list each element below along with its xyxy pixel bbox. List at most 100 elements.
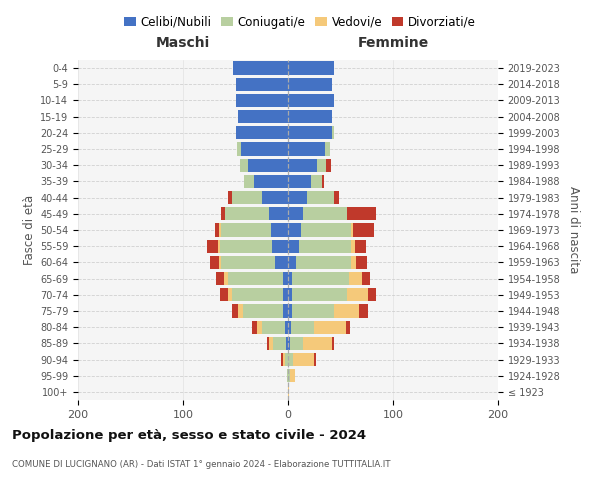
Bar [332,126,334,140]
Bar [221,224,271,236]
Bar [235,126,288,140]
Bar [301,224,351,236]
Bar [283,304,288,318]
Bar [285,353,288,366]
Legend: Celibi/Nubili, Coniugati/e, Vedovi/e, Divorziati/e: Celibi/Nubili, Coniugati/e, Vedovi/e, Di… [119,11,481,34]
Bar [257,320,262,334]
Bar [271,224,288,236]
Bar [288,240,299,253]
Bar [355,240,366,253]
Bar [303,336,332,350]
Bar [288,207,303,220]
Bar [288,336,290,350]
Text: Femmine: Femmine [358,36,428,50]
Bar [299,240,351,253]
Bar [288,369,290,382]
Bar [285,320,288,334]
Bar [244,175,254,188]
Bar [218,240,220,253]
Bar [351,224,353,236]
Bar [207,240,218,253]
Bar [325,142,330,156]
Bar [241,142,288,156]
Text: Popolazione per età, sesso e stato civile - 2024: Popolazione per età, sesso e stato civil… [12,430,366,442]
Bar [269,207,288,220]
Bar [275,256,288,269]
Text: Maschi: Maschi [156,36,210,50]
Bar [215,272,224,285]
Bar [288,94,334,107]
Bar [224,272,228,285]
Bar [332,336,334,350]
Bar [288,288,292,302]
Bar [349,272,362,285]
Bar [273,336,286,350]
Bar [288,304,292,318]
Bar [267,336,269,350]
Bar [232,288,283,302]
Bar [283,272,288,285]
Bar [291,320,314,334]
Bar [288,142,325,156]
Bar [351,256,356,269]
Bar [238,110,288,124]
Bar [292,288,347,302]
Bar [293,353,314,366]
Bar [359,304,368,318]
Bar [218,224,221,236]
Bar [254,175,288,188]
Bar [236,142,241,156]
Bar [361,272,370,285]
Bar [228,272,283,285]
Bar [215,224,218,236]
Bar [283,288,288,302]
Bar [322,175,324,188]
Bar [347,207,376,220]
Bar [288,110,332,124]
Bar [351,240,355,253]
Bar [353,224,374,236]
Bar [356,256,367,269]
Bar [317,158,326,172]
Bar [292,272,349,285]
Bar [228,191,232,204]
Bar [326,158,331,172]
Bar [225,207,269,220]
Bar [288,62,334,74]
Bar [218,256,221,269]
Bar [232,304,238,318]
Bar [233,62,288,74]
Bar [314,353,316,366]
Bar [288,272,292,285]
Bar [262,320,285,334]
Bar [288,126,332,140]
Bar [253,320,257,334]
Bar [210,256,218,269]
Y-axis label: Anni di nascita: Anni di nascita [567,186,580,274]
Bar [220,288,228,302]
Bar [235,78,288,91]
Bar [288,256,296,269]
Bar [220,240,272,253]
Bar [262,191,288,204]
Bar [334,191,340,204]
Bar [243,304,283,318]
Bar [232,191,262,204]
Bar [311,175,322,188]
Bar [272,240,288,253]
Bar [296,256,351,269]
Bar [248,158,288,172]
Bar [221,256,275,269]
Bar [240,158,248,172]
Bar [288,386,289,398]
Bar [228,288,232,302]
Bar [269,336,274,350]
Bar [307,191,334,204]
Bar [346,320,350,334]
Bar [288,191,307,204]
Bar [292,304,334,318]
Bar [235,94,288,107]
Bar [221,207,225,220]
Text: COMUNE DI LUCIGNANO (AR) - Dati ISTAT 1° gennaio 2024 - Elaborazione TUTTITALIA.: COMUNE DI LUCIGNANO (AR) - Dati ISTAT 1°… [12,460,391,469]
Bar [334,304,359,318]
